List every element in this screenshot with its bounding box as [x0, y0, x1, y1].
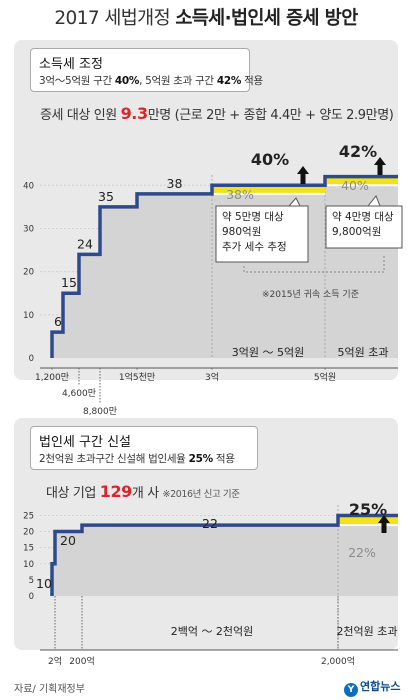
range-label-over5: 5억원 초과 — [338, 346, 389, 359]
up-arrow-icon — [297, 166, 309, 184]
source-credit: 자료/ 기획재정부 — [14, 684, 85, 695]
footnote-bracket — [243, 256, 385, 273]
rate-increase-band — [212, 185, 325, 194]
y-tick-label: 10 — [23, 560, 34, 570]
rate-value-label: 6 — [54, 314, 62, 329]
y-tick-label: 40 — [23, 181, 34, 191]
rate-increase-band — [338, 515, 398, 526]
rate-value-label: 22 — [202, 516, 218, 531]
callout-over5-text: 9,800억원 — [332, 226, 381, 238]
callout-over5-text: 약 4만명 대상 — [332, 211, 394, 223]
logo-mark-icon: Y — [344, 683, 358, 697]
new-rate-label-3to5: 40% — [251, 150, 289, 169]
yonhap-logo: Y 연합뉴스 — [344, 678, 400, 697]
callout-over5 — [325, 205, 403, 249]
x-tick-label: 5억원 — [314, 371, 336, 383]
rate-value-label: 38 — [167, 176, 183, 191]
callout-3to5-text: 980억원 — [222, 226, 261, 238]
rate-value-label: 35 — [98, 189, 114, 204]
rate-value-label: 10 — [36, 576, 52, 591]
y-tick-label: 0 — [29, 354, 34, 364]
callout-3to5-text: 약 5만명 대상 — [222, 211, 284, 223]
income-tax-info-box: 소득세 조정 3억～5억원 구간 40%, 5억원 초과 구간 42% 적용 — [30, 48, 263, 92]
old-rate-label-over5: 40% — [341, 178, 369, 193]
income-tax-box-title: 소득세 조정 — [39, 57, 103, 72]
corporate-tax-info-box: 법인세 구간 신설 2천억원 초과구간 신설해 법인세율 25% 적용 — [30, 426, 258, 470]
x-tick-label: 8,800만 — [83, 406, 117, 417]
rate-value-label: 15 — [61, 275, 77, 290]
y-tick-label: 15 — [23, 544, 34, 554]
range-label-top: 2천억원 초과 — [336, 624, 397, 638]
y-tick-label: 5 — [29, 576, 34, 586]
corporate-tax-target-count: 대상 기업 129개 사 ※2016년 신고 기준 — [46, 482, 240, 501]
new-rate-label: 25% — [349, 500, 387, 519]
corporate-tax-box-description: 2천억원 초과구간 신설해 법인세율 25% 적용 — [39, 453, 235, 465]
x-tick-label: 200억 — [69, 655, 94, 667]
up-arrow-icon — [374, 157, 386, 175]
x-tick-label: 2,000억 — [321, 655, 355, 667]
y-tick-label: 20 — [23, 528, 34, 538]
corporate-tax-box-title: 법인세 구간 신설 — [39, 435, 131, 450]
up-arrow-icon — [378, 515, 390, 533]
x-tick-label: 4,600만 — [62, 388, 96, 399]
old-rate-label-3to5: 38% — [226, 187, 254, 202]
income-tax-target-count: 증세 대상 인원 9.3만명 (근로 2만 + 종합 4.4만 + 양도 2.9… — [40, 104, 394, 123]
rate-value-label: 20 — [60, 533, 76, 548]
x-tick-label: 1억5천만 — [119, 371, 155, 383]
callout-3to5 — [215, 205, 309, 263]
callout-3to5-text: 추가 세수 추정 — [222, 241, 287, 253]
rate-area — [52, 176, 398, 358]
income-footnote: ※2015년 귀속 소득 기준 — [262, 289, 359, 300]
y-tick-label: 20 — [23, 268, 34, 278]
new-rate-label-over5: 42% — [339, 142, 377, 161]
old-rate-label: 22% — [348, 545, 376, 560]
y-tick-label: 25 — [23, 511, 34, 521]
y-tick-label: 30 — [23, 224, 34, 234]
rate-step-line — [50, 513, 398, 596]
x-tick-label: 1,200만 — [35, 372, 69, 383]
rate-area — [52, 515, 398, 596]
y-tick-label: 10 — [23, 311, 34, 321]
range-label-3to5: 3억원 ～ 5억원 — [232, 346, 304, 359]
x-tick-label: 2억 — [48, 655, 62, 667]
y-tick-label: 0 — [29, 592, 34, 602]
rate-increase-band — [325, 176, 398, 186]
income-tax-box-description: 3억～5억원 구간 40%, 5억원 초과 구간 42% 적용 — [39, 75, 263, 87]
rate-value-label: 24 — [77, 236, 93, 251]
rate-step-line — [50, 174, 398, 358]
range-label-mid: 2백억 ～ 2천억원 — [171, 624, 254, 638]
page-title: 2017 세법개정 소득세·법인세 증세 방안 — [54, 8, 358, 29]
x-tick-label: 3억 — [205, 371, 219, 383]
